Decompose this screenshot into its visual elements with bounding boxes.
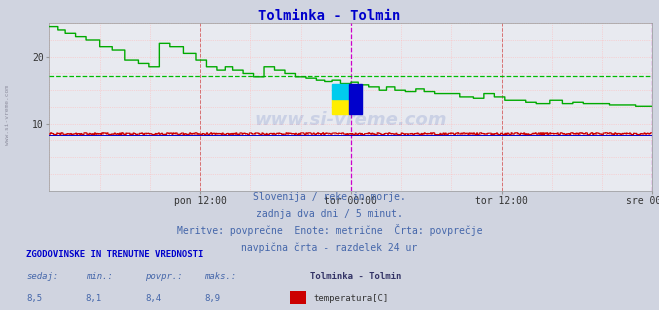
- Text: maks.:: maks.:: [204, 272, 237, 281]
- Text: Tolminka - Tolmin: Tolminka - Tolmin: [310, 272, 401, 281]
- Text: navpična črta - razdelek 24 ur: navpična črta - razdelek 24 ur: [241, 243, 418, 253]
- Text: www.si-vreme.com: www.si-vreme.com: [254, 111, 447, 129]
- Bar: [331, 99, 349, 114]
- Text: 8,5: 8,5: [26, 294, 42, 303]
- Text: sedaj:: sedaj:: [26, 272, 59, 281]
- Text: ZGODOVINSKE IN TRENUTNE VREDNOSTI: ZGODOVINSKE IN TRENUTNE VREDNOSTI: [26, 250, 204, 259]
- Text: zadnja dva dni / 5 minut.: zadnja dva dni / 5 minut.: [256, 209, 403, 219]
- Text: Meritve: povprečne  Enote: metrične  Črta: povprečje: Meritve: povprečne Enote: metrične Črta:…: [177, 224, 482, 236]
- Bar: [331, 83, 349, 99]
- Text: 8,1: 8,1: [86, 294, 101, 303]
- Text: min.:: min.:: [86, 272, 113, 281]
- Text: temperatura[C]: temperatura[C]: [313, 294, 388, 303]
- Text: Tolminka - Tolmin: Tolminka - Tolmin: [258, 9, 401, 23]
- Text: 8,4: 8,4: [145, 294, 161, 303]
- Text: www.si-vreme.com: www.si-vreme.com: [5, 85, 11, 145]
- Text: 8,9: 8,9: [204, 294, 220, 303]
- Text: povpr.:: povpr.:: [145, 272, 183, 281]
- Bar: [349, 83, 362, 114]
- Text: Slovenija / reke in morje.: Slovenija / reke in morje.: [253, 192, 406, 202]
